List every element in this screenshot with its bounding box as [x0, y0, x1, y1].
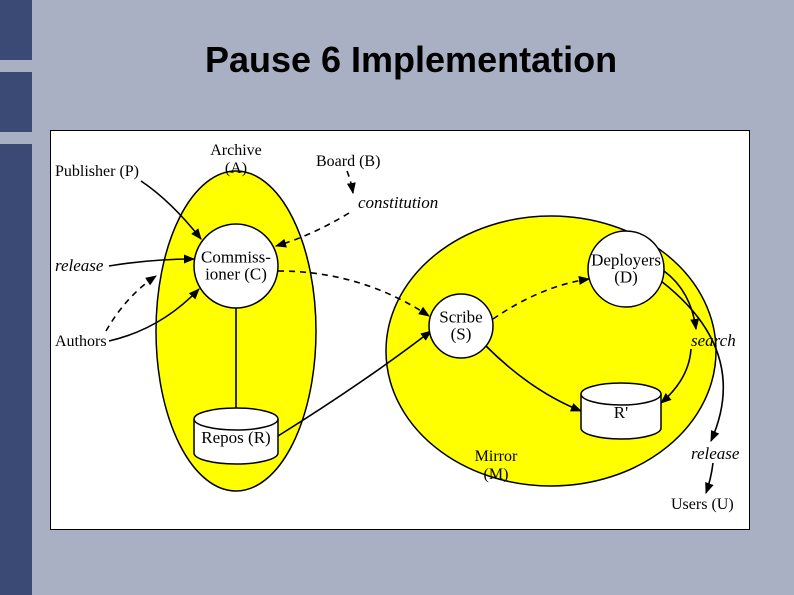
svg-text:R': R': [614, 403, 628, 422]
title-bar: Pause 6 Implementation: [36, 6, 786, 114]
mirror-blob: [386, 216, 716, 486]
label-board: Board (B): [316, 153, 380, 170]
label-search: search: [691, 331, 736, 350]
label-release2: release: [691, 444, 740, 463]
rail-2: [0, 72, 32, 132]
label-authors: Authors: [55, 333, 107, 350]
rail-1: [0, 0, 32, 60]
label-mirror: Mirror: [475, 448, 518, 465]
label-publisher: Publisher (P): [55, 163, 139, 180]
node-scribe: Scribe(S): [429, 294, 493, 358]
label-constitution: constitution: [358, 193, 438, 212]
edge-board-to-const: [347, 171, 353, 193]
diagram-frame: Commiss-ioner (C) Repos (R) Scribe(S) Deplo…: [50, 130, 750, 530]
svg-text:ioner (C): ioner (C): [205, 265, 267, 284]
node-repos: Repos (R): [194, 408, 278, 464]
rail-3: [0, 144, 32, 595]
diagram: Commiss-ioner (C) Repos (R) Scribe(S) Deplo…: [51, 131, 751, 531]
edge-authors-to-release: [106, 276, 156, 331]
page-title: Pause 6 Implementation: [205, 39, 617, 81]
label-archive: Archive: [210, 142, 262, 159]
svg-text:(S): (S): [451, 325, 472, 344]
slide: Pause 6 Implementation Commiss-ioner (C)…: [0, 0, 794, 595]
edge-release-to-users: [706, 463, 713, 493]
label-users: Users (U): [671, 496, 734, 513]
node-commissioner: Commiss-ioner (C): [194, 224, 278, 308]
node-rprime: R': [581, 383, 661, 439]
svg-text:Repos (R): Repos (R): [201, 428, 270, 447]
svg-text:(D): (D): [614, 268, 638, 287]
node-deployers: Deployers(D): [588, 231, 664, 307]
label-mirror2: (M): [484, 466, 509, 483]
label-archive2: (A): [225, 160, 247, 177]
label-release: release: [55, 256, 104, 275]
